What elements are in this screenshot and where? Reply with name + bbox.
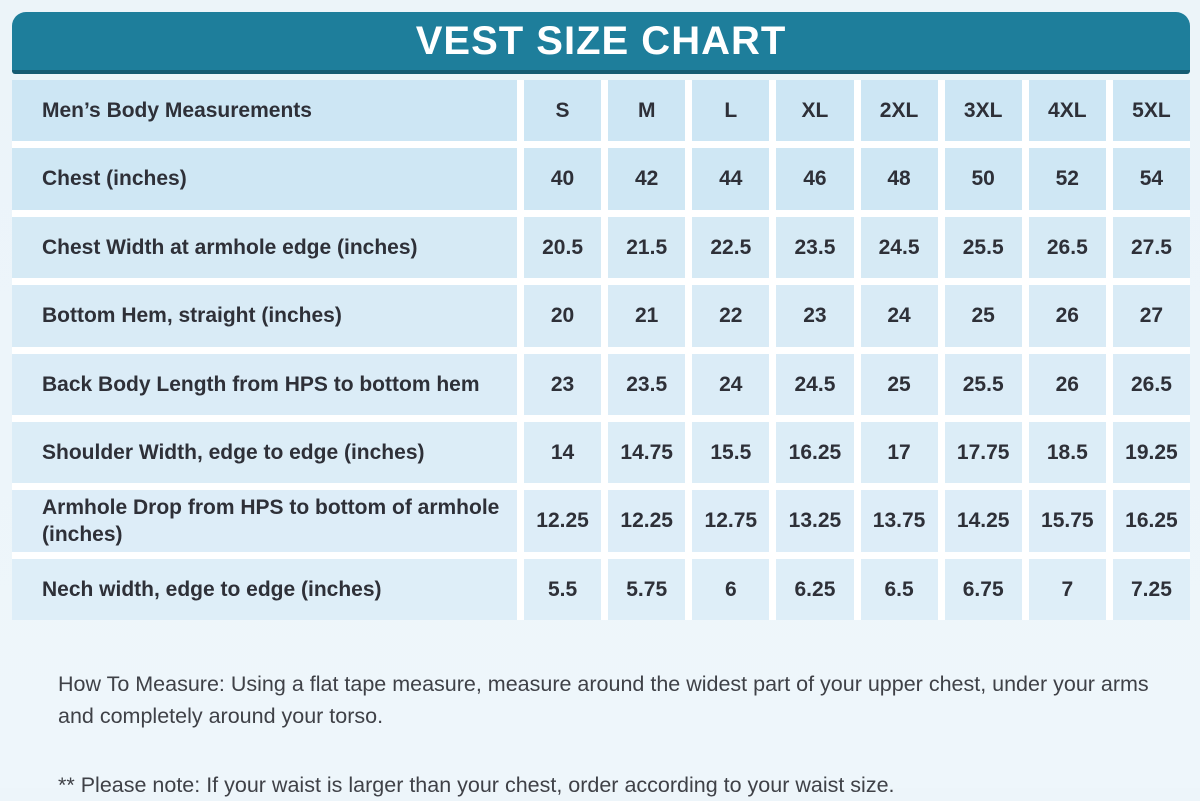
size-value-cell: 12.25 bbox=[608, 490, 686, 552]
size-value-cell: 15.75 bbox=[1028, 490, 1106, 552]
size-value-cell: 44 bbox=[692, 148, 770, 210]
chart-title-bar: VEST SIZE CHART bbox=[12, 12, 1190, 74]
size-value-cell: 19.25 bbox=[1112, 421, 1190, 484]
size-value-cell: 12.25 bbox=[524, 490, 602, 552]
table-row: Men’s Body Measurements S M L XL 2XL 3XL 4XL 5XL bbox=[12, 80, 1190, 142]
size-value-cell: 23 bbox=[524, 353, 602, 415]
chart-title: VEST SIZE CHART bbox=[415, 18, 787, 63]
size-value-cell: 25.5 bbox=[944, 353, 1022, 415]
how-to-measure-note: How To Measure: Using a flat tape measur… bbox=[58, 672, 1149, 729]
table-row: Back Body Length from HPS to bottom hem 2… bbox=[12, 353, 1190, 415]
waist-size-note: ** Please note: If your waist is larger … bbox=[58, 772, 895, 797]
size-value-cell: 6.25 bbox=[776, 558, 854, 620]
size-value-cell: 7 bbox=[1028, 558, 1106, 620]
size-value-cell: 6.5 bbox=[860, 558, 938, 620]
size-value-cell: 12.75 bbox=[692, 490, 770, 552]
row-label-cell: Nech width, edge to edge (inches) bbox=[12, 558, 517, 620]
size-table: Men’s Body Measurements S M L XL 2XL 3XL 4XL 5XL… bbox=[12, 80, 1190, 620]
size-value-cell: 22.5 bbox=[692, 216, 770, 279]
table-row: Armhole Drop from HPS to bottom of armho… bbox=[12, 490, 1190, 552]
size-value-cell: 25 bbox=[860, 353, 938, 415]
size-value-cell: 6 bbox=[692, 558, 770, 620]
size-value-cell: 17 bbox=[860, 421, 938, 484]
table-row: Shoulder Width, edge to edge (inches) 14 1… bbox=[12, 421, 1190, 484]
size-value-cell: 26.5 bbox=[1112, 353, 1190, 415]
size-value-cell: 21 bbox=[608, 285, 686, 347]
size-value-cell: 13.75 bbox=[860, 490, 938, 552]
table-row: Chest Width at armhole edge (inches) 20.5… bbox=[12, 216, 1190, 279]
size-value-cell: 13.25 bbox=[776, 490, 854, 552]
size-value-cell: S bbox=[524, 80, 602, 142]
row-label-cell: Chest (inches) bbox=[12, 148, 517, 210]
size-value-cell: 20.5 bbox=[524, 216, 602, 279]
size-value-cell: 7.25 bbox=[1112, 558, 1190, 620]
size-value-cell: 24.5 bbox=[776, 353, 854, 415]
notes-section: How To Measure: Using a flat tape measur… bbox=[58, 668, 1158, 801]
size-value-cell: 14 bbox=[524, 421, 602, 484]
row-label-cell: Shoulder Width, edge to edge (inches) bbox=[12, 421, 517, 484]
size-value-cell: 21.5 bbox=[608, 216, 686, 279]
size-value-cell: 16.25 bbox=[776, 421, 854, 484]
size-value-cell: 46 bbox=[776, 148, 854, 210]
size-value-cell: 15.5 bbox=[692, 421, 770, 484]
size-value-cell: 18.5 bbox=[1028, 421, 1106, 484]
size-value-cell: 14.75 bbox=[608, 421, 686, 484]
size-value-cell: 5.75 bbox=[608, 558, 686, 620]
row-label-cell: Armhole Drop from HPS to bottom of armho… bbox=[12, 490, 517, 552]
size-value-cell: 14.25 bbox=[944, 490, 1022, 552]
table-row: Bottom Hem, straight (inches) 20 21 22 23 24 2… bbox=[12, 285, 1190, 347]
size-value-cell: 2XL bbox=[860, 80, 938, 142]
row-label-cell: Men’s Body Measurements bbox=[12, 80, 517, 142]
size-value-cell: 27 bbox=[1112, 285, 1190, 347]
size-value-cell: 16.25 bbox=[1112, 490, 1190, 552]
size-value-cell: 5.5 bbox=[524, 558, 602, 620]
size-value-cell: 40 bbox=[524, 148, 602, 210]
row-label-cell: Chest Width at armhole edge (inches) bbox=[12, 216, 517, 279]
row-label-cell: Bottom Hem, straight (inches) bbox=[12, 285, 517, 347]
table-row: Nech width, edge to edge (inches) 5.5 5.75… bbox=[12, 558, 1190, 620]
size-value-cell: L bbox=[692, 80, 770, 142]
size-value-cell: 4XL bbox=[1028, 80, 1106, 142]
size-value-cell: 27.5 bbox=[1112, 216, 1190, 279]
size-value-cell: 54 bbox=[1112, 148, 1190, 210]
size-value-cell: 23.5 bbox=[776, 216, 854, 279]
size-value-cell: 24 bbox=[692, 353, 770, 415]
size-value-cell: XL bbox=[776, 80, 854, 142]
table-row: Chest (inches) 40 42 44 46 48 50 52 54 bbox=[12, 148, 1190, 210]
size-value-cell: 25 bbox=[944, 285, 1022, 347]
size-value-cell: 20 bbox=[524, 285, 602, 347]
size-value-cell: 42 bbox=[608, 148, 686, 210]
size-value-cell: 3XL bbox=[944, 80, 1022, 142]
size-value-cell: 52 bbox=[1028, 148, 1106, 210]
size-value-cell: 24.5 bbox=[860, 216, 938, 279]
size-value-cell: 26.5 bbox=[1028, 216, 1106, 279]
size-value-cell: 17.75 bbox=[944, 421, 1022, 484]
size-value-cell: 5XL bbox=[1112, 80, 1190, 142]
size-value-cell: 50 bbox=[944, 148, 1022, 210]
size-value-cell: M bbox=[608, 80, 686, 142]
size-value-cell: 48 bbox=[860, 148, 938, 210]
row-label-cell: Back Body Length from HPS to bottom hem bbox=[12, 353, 517, 415]
size-value-cell: 26 bbox=[1028, 285, 1106, 347]
size-value-cell: 23.5 bbox=[608, 353, 686, 415]
size-value-cell: 6.75 bbox=[944, 558, 1022, 620]
size-value-cell: 25.5 bbox=[944, 216, 1022, 279]
size-value-cell: 23 bbox=[776, 285, 854, 347]
size-value-cell: 26 bbox=[1028, 353, 1106, 415]
size-value-cell: 22 bbox=[692, 285, 770, 347]
size-value-cell: 24 bbox=[860, 285, 938, 347]
